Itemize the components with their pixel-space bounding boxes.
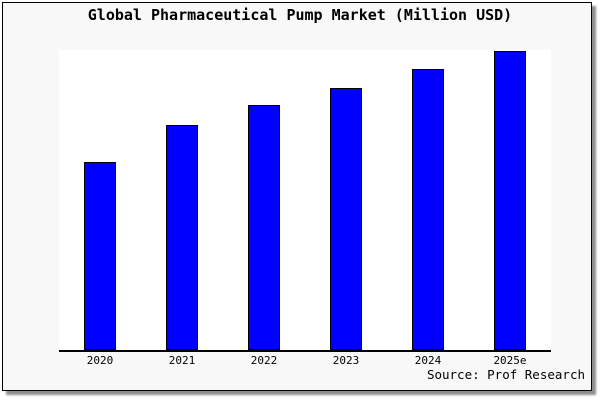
bar-2024 — [412, 69, 444, 350]
x-tick-label-2023: 2023 — [332, 354, 360, 367]
plot-area — [59, 50, 551, 352]
x-axis-labels: 2020 2021 2022 2023 2024 2025e — [59, 354, 551, 369]
bar-2021 — [166, 125, 198, 350]
bar-2022 — [248, 105, 280, 350]
x-tick-label-2024: 2024 — [414, 354, 442, 367]
bar-2023 — [330, 88, 362, 350]
x-tick-label-2020: 2020 — [86, 354, 114, 367]
x-tick-label-2025e: 2025e — [493, 354, 527, 367]
x-tick-label-2021: 2021 — [168, 354, 196, 367]
chart-title: Global Pharmaceutical Pump Market (Milli… — [87, 6, 513, 24]
x-tick-label-2022: 2022 — [250, 354, 278, 367]
source-note: Source: Prof Research — [426, 367, 585, 382]
bar-2025e — [493, 51, 526, 350]
bar-2020 — [83, 162, 116, 350]
